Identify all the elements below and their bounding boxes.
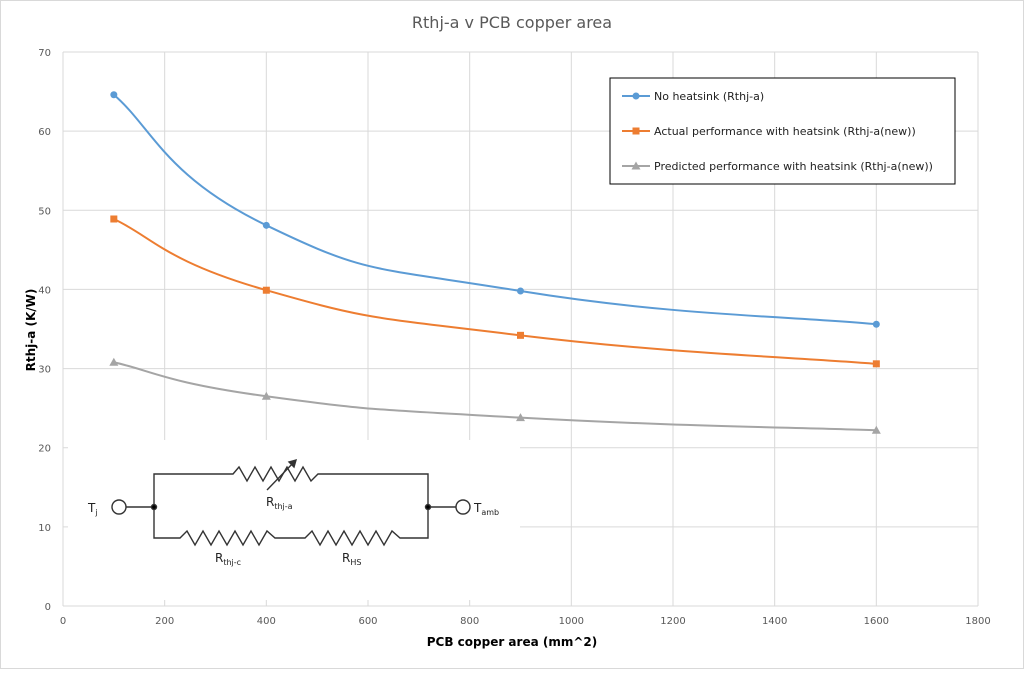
- y-axis-label: Rthj-a (K/W): [24, 289, 38, 372]
- x-tick-label: 200: [155, 616, 174, 627]
- legend-item: Predicted performance with heatsink (Rth…: [622, 160, 933, 173]
- legend-item: Actual performance with heatsink (Rthj-a…: [622, 125, 916, 138]
- x-tick-label: 1000: [559, 616, 584, 627]
- y-tick-label: 40: [38, 285, 51, 296]
- data-point: [110, 215, 118, 223]
- legend-marker: [632, 92, 640, 100]
- x-tick-label: 1400: [762, 616, 787, 627]
- x-tick-label: 1200: [660, 616, 685, 627]
- x-axis-label: PCB copper area (mm^2): [427, 635, 598, 649]
- x-tick-label: 400: [257, 616, 276, 627]
- data-point: [517, 287, 524, 295]
- data-point: [262, 221, 270, 229]
- data-point: [871, 425, 881, 434]
- data-point: [872, 320, 880, 328]
- x-tick-label: 800: [460, 616, 479, 627]
- series-line: [113, 218, 877, 365]
- tamb-label: Tamb: [473, 501, 499, 517]
- circuit-diagram: [68, 440, 520, 600]
- data-point: [516, 413, 525, 422]
- y-tick-label: 20: [38, 444, 51, 455]
- series-group: [109, 91, 881, 434]
- data-point: [517, 331, 524, 339]
- legend-label: No heatsink (Rthj-a): [654, 90, 764, 103]
- series-line: [113, 93, 877, 326]
- rthja-label: Rthj-a: [266, 495, 293, 511]
- x-tick-label: 600: [358, 616, 377, 627]
- data-point: [109, 357, 119, 366]
- data-point: [872, 360, 880, 368]
- y-tick-label: 0: [45, 602, 51, 613]
- tj-label: Tj: [87, 501, 98, 517]
- y-tick-label: 30: [38, 365, 51, 376]
- legend-item: No heatsink (Rthj-a): [622, 90, 764, 103]
- rhs-label: RHS: [342, 551, 361, 567]
- legend-marker: [631, 161, 641, 170]
- legend-label: Actual performance with heatsink (Rthj-a…: [654, 125, 916, 138]
- x-tick-label: 1600: [864, 616, 889, 627]
- series-0: [110, 91, 880, 328]
- legend-label: Predicted performance with heatsink (Rth…: [654, 160, 933, 173]
- legend-marker: [632, 127, 640, 135]
- y-tick-label: 50: [38, 206, 51, 217]
- x-tick-label: 0: [60, 616, 66, 627]
- y-tick-label: 70: [38, 48, 51, 59]
- y-tick-label: 10: [38, 523, 51, 534]
- x-tick-label: 1800: [965, 616, 990, 627]
- y-tick-label: 60: [38, 127, 51, 138]
- rthjc-label: Rthj-c: [215, 551, 241, 567]
- chart-title: Rthj-a v PCB copper area: [412, 13, 612, 32]
- legend: No heatsink (Rthj-a) Actual performance w…: [609, 77, 956, 185]
- data-point: [262, 286, 270, 294]
- tick-labels: 0 200 400 600 800 1000 1200 1400 1600 1800 0 10 20 30…: [38, 48, 990, 627]
- series-1: [110, 215, 880, 368]
- series-line: [113, 361, 877, 432]
- data-point: [261, 391, 271, 400]
- data-point: [110, 91, 118, 99]
- series-2: [109, 357, 881, 434]
